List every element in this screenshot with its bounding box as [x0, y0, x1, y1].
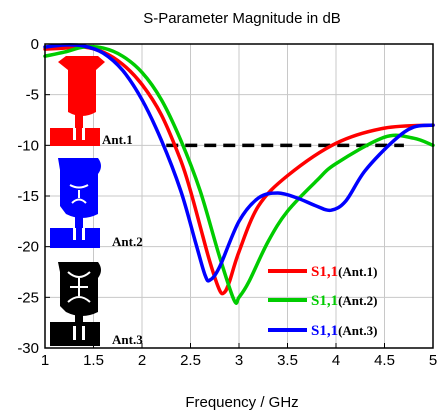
y-tick-label: 0	[31, 36, 39, 53]
x-tick-label: 5	[429, 352, 437, 369]
antenna-insets	[50, 56, 105, 346]
legend-entry-label: S1,1(Ant.1)	[311, 264, 377, 280]
series-line-ant3	[43, 43, 435, 283]
antenna-3-pattern	[67, 271, 91, 303]
series-layer	[43, 43, 435, 305]
x-tick-label: 3.5	[277, 352, 298, 369]
series-line-ant2	[43, 44, 435, 305]
x-tick-label: 3	[235, 352, 243, 369]
y-tick-label: -15	[17, 188, 39, 205]
inset-label-ant2: Ant.2	[112, 234, 143, 249]
y-tick-label: -25	[17, 289, 39, 306]
legend: S1,1(Ant.1) S1,1(Ant.2) S1,1(Ant.3)	[268, 264, 377, 339]
legend-entry-label: S1,1(Ant.2)	[311, 293, 377, 309]
x-tick-label: 1	[41, 352, 49, 369]
antenna-2-pattern	[69, 184, 89, 204]
y-tick-label: -20	[17, 239, 39, 256]
inset-label-ant1: Ant.1	[102, 132, 133, 147]
antenna-3-slots	[73, 326, 85, 340]
antenna-1-slots	[73, 128, 85, 140]
antenna-1-icon	[50, 56, 105, 146]
x-axis-label: Frequency / GHz	[185, 394, 298, 411]
x-tick-label: 2.5	[180, 352, 201, 369]
antenna-2-slots	[73, 228, 85, 240]
x-tick-label: 1.5	[83, 352, 104, 369]
y-tick-label: -30	[17, 340, 39, 357]
inset-label-ant3: Ant.3	[112, 332, 143, 347]
x-tick-label: 2	[138, 352, 146, 369]
y-tick-label: -5	[26, 87, 39, 104]
x-tick-label: 4	[332, 352, 340, 369]
x-tick-label: 4.5	[374, 352, 395, 369]
legend-entry-label: S1,1(Ant.3)	[311, 323, 377, 339]
y-tick-label: -10	[17, 137, 39, 154]
chart-title: S-Parameter Magnitude in dB	[143, 10, 341, 27]
axis-ticks: 1 1.5 2 2.5 3 3.5 4 4.5 5 0 -5 -10 -15 -20 -25 -30	[17, 36, 437, 369]
